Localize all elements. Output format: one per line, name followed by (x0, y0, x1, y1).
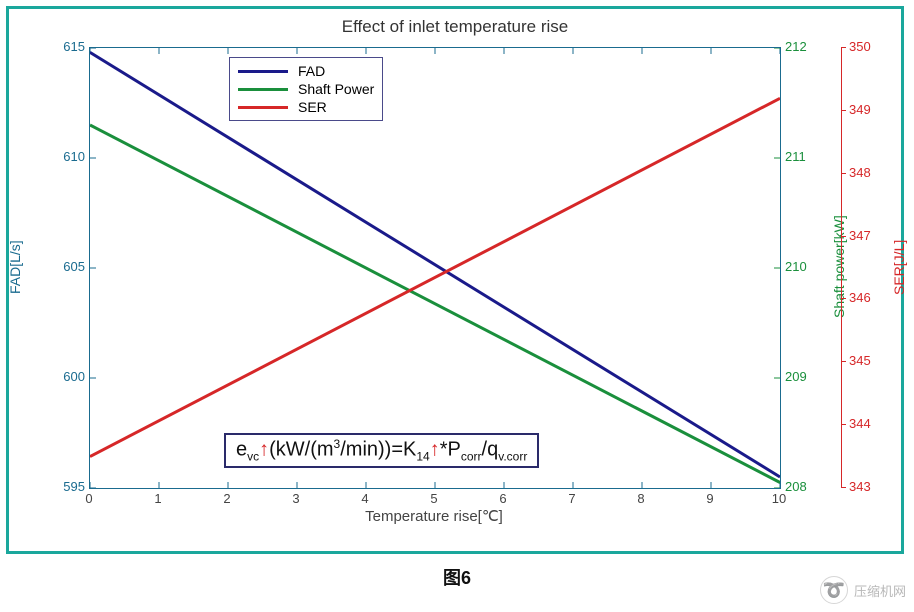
y2-axis-label: Shaft power[kW] (829, 47, 849, 487)
plot-area (89, 47, 781, 489)
legend-swatch (238, 106, 288, 109)
tick-label: 343 (849, 479, 871, 494)
tick-label: 212 (785, 39, 807, 54)
figure-frame: Effect of inlet temperature rise FAD[L/s… (6, 6, 904, 554)
tick-label: 348 (849, 165, 871, 180)
tick-label: 3 (281, 491, 311, 506)
tick-label: 595 (45, 479, 85, 494)
tick-label: 9 (695, 491, 725, 506)
legend-label: Shaft Power (298, 81, 374, 97)
y3-axis-spine (841, 47, 842, 487)
tick-label: 5 (419, 491, 449, 506)
y3-tick-mark (841, 47, 846, 48)
tick-label: 8 (626, 491, 656, 506)
tick-label: 208 (785, 479, 807, 494)
y3-tick-mark (841, 236, 846, 237)
watermark: ➰ 压缩机网 (820, 576, 906, 604)
y1-axis-label: FAD[L/s] (5, 47, 25, 487)
tick-label: 345 (849, 353, 871, 368)
tick-label: 211 (785, 149, 806, 164)
tick-label: 6 (488, 491, 518, 506)
chart-title: Effect of inlet temperature rise (9, 17, 901, 37)
legend-swatch (238, 88, 288, 91)
legend-swatch (238, 70, 288, 73)
y3-axis-label: SER[J/L] (889, 47, 909, 487)
tick-label: 7 (557, 491, 587, 506)
legend-item-shaft-power: Shaft Power (238, 80, 374, 98)
x-axis-label: Temperature rise[℃] (89, 507, 779, 525)
tick-label: 346 (849, 290, 871, 305)
tick-label: 1 (143, 491, 173, 506)
tick-label: 349 (849, 102, 871, 117)
tick-label: 600 (45, 369, 85, 384)
tick-label: 347 (849, 228, 871, 243)
legend: FAD Shaft Power SER (229, 57, 383, 121)
tick-label: 344 (849, 416, 871, 431)
y3-tick-mark (841, 110, 846, 111)
tick-label: 4 (350, 491, 380, 506)
y3-tick-mark (841, 298, 846, 299)
y3-tick-mark (841, 487, 846, 488)
tick-label: 605 (45, 259, 85, 274)
y3-tick-mark (841, 173, 846, 174)
tick-label: 2 (212, 491, 242, 506)
tick-label: 610 (45, 149, 85, 164)
figure-caption: 图6 (0, 564, 914, 590)
legend-label: FAD (298, 63, 325, 79)
legend-item-ser: SER (238, 98, 374, 116)
tick-label: 210 (785, 259, 807, 274)
watermark-icon: ➰ (820, 576, 848, 604)
tick-label: 615 (45, 39, 85, 54)
legend-item-fad: FAD (238, 62, 374, 80)
legend-label: SER (298, 99, 327, 115)
tick-label: 350 (849, 39, 871, 54)
plot-svg (90, 48, 780, 488)
tick-label: 209 (785, 369, 807, 384)
y3-tick-mark (841, 424, 846, 425)
formula-box: evc↑(kW/(m3/min))=K14↑*Pcorr/qv.corr (224, 433, 539, 468)
watermark-text: 压缩机网 (854, 581, 906, 600)
y3-tick-mark (841, 361, 846, 362)
